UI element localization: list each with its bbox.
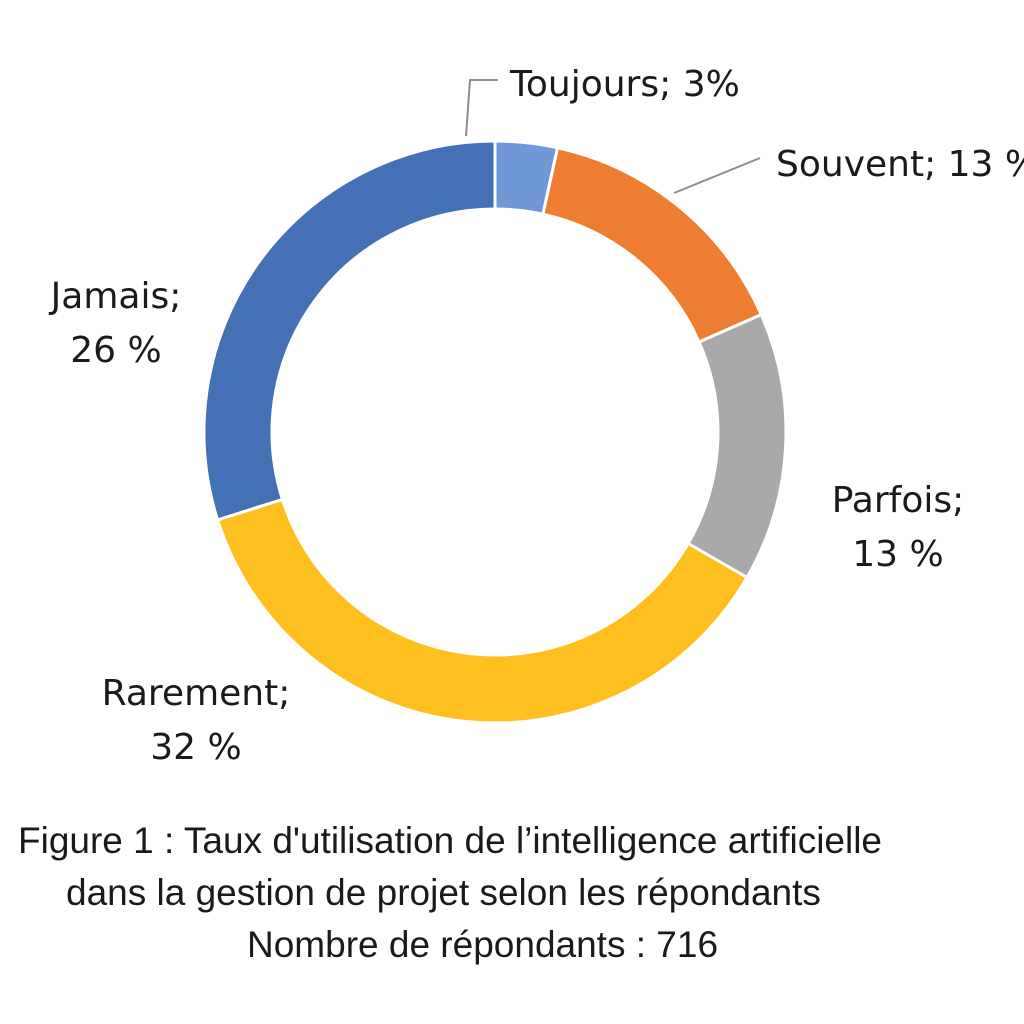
donut-slice-parfois	[686, 312, 788, 580]
data-label-toujours: Toujours; 3%	[509, 64, 740, 105]
leader-line-souvent	[673, 157, 761, 194]
donut-chart-svg: Toujours; 3% Souvent; 13 % Parfois; 13 % Rar…	[49, 64, 1024, 768]
donut-slice-rarement	[215, 497, 750, 725]
donut-slice-jamais	[202, 139, 497, 522]
caption-respondent-count: Nombre de répondants : 716	[247, 924, 719, 965]
figure-caption: Figure 1 : Taux d'utilisation de l’intel…	[0, 815, 1024, 971]
donut-slice-souvent	[541, 146, 764, 345]
data-label-parfois: Parfois; 13 %	[832, 480, 965, 575]
leader-line-toujours	[465, 79, 498, 137]
caption-title-line-1: Figure 1 : Taux d'utilisation de l’intel…	[18, 820, 883, 861]
data-label-rarement: Rarement; 32 %	[102, 673, 291, 768]
data-label-souvent: Souvent; 13 %	[776, 144, 1024, 185]
data-label-jamais: Jamais; 26 %	[49, 276, 182, 371]
caption-title-line-2: dans la gestion de projet selon les répo…	[66, 872, 821, 913]
donut-chart: Toujours; 3% Souvent; 13 % Parfois; 13 % Rar…	[49, 64, 1024, 768]
